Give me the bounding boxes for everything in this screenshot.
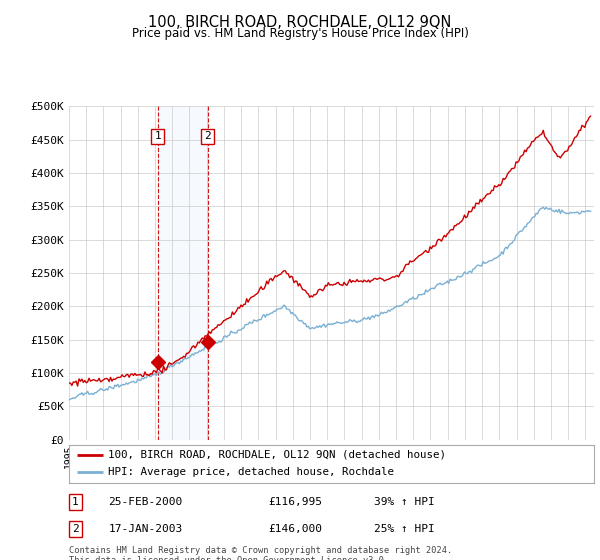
Text: Contains HM Land Registry data © Crown copyright and database right 2024.
This d: Contains HM Land Registry data © Crown c… [69, 546, 452, 560]
Text: Price paid vs. HM Land Registry's House Price Index (HPI): Price paid vs. HM Land Registry's House … [131, 27, 469, 40]
Text: 25% ↑ HPI: 25% ↑ HPI [373, 524, 434, 534]
Text: 1: 1 [154, 132, 161, 141]
Text: 1: 1 [72, 497, 79, 507]
Text: 2: 2 [72, 524, 79, 534]
Text: 2: 2 [204, 132, 211, 141]
Text: 25-FEB-2000: 25-FEB-2000 [109, 497, 182, 507]
Text: 100, BIRCH ROAD, ROCHDALE, OL12 9QN: 100, BIRCH ROAD, ROCHDALE, OL12 9QN [148, 15, 452, 30]
Bar [158, 106, 208, 440]
Text: £116,995: £116,995 [269, 497, 323, 507]
Text: 100, BIRCH ROAD, ROCHDALE, OL12 9QN (detached house): 100, BIRCH ROAD, ROCHDALE, OL12 9QN (det… [109, 450, 446, 460]
Text: HPI: Average price, detached house, Rochdale: HPI: Average price, detached house, Roch… [109, 468, 394, 478]
Text: 39% ↑ HPI: 39% ↑ HPI [373, 497, 434, 507]
Text: £146,000: £146,000 [269, 524, 323, 534]
Text: 17-JAN-2003: 17-JAN-2003 [109, 524, 182, 534]
